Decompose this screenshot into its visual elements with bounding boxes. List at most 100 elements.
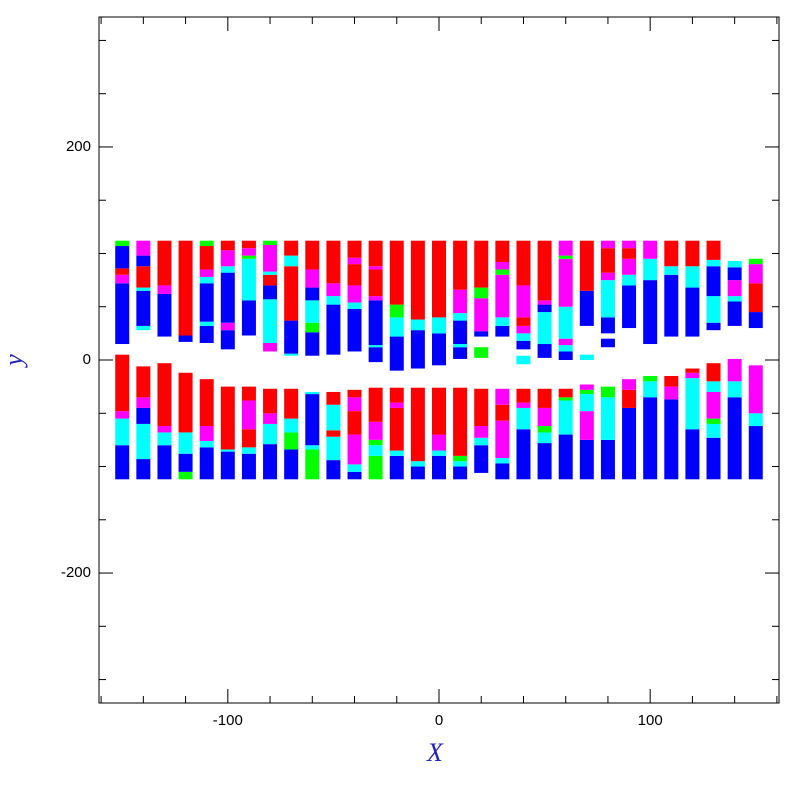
bar-segment <box>326 436 341 461</box>
bar-segment <box>368 296 383 301</box>
bar-segment <box>178 372 193 433</box>
bar-segment <box>516 325 531 334</box>
bar-segment <box>664 375 679 387</box>
bar-segment <box>115 283 130 345</box>
bar-segment <box>537 344 552 358</box>
bar-segment <box>263 244 278 272</box>
bar-segment <box>432 455 446 480</box>
bar-segment <box>241 258 256 301</box>
bar-segment <box>284 266 299 321</box>
bar-segment <box>558 351 573 360</box>
bar-segment <box>199 269 214 277</box>
bar-segment <box>284 418 299 433</box>
bar-segment <box>432 434 446 451</box>
bar-segment <box>368 445 383 456</box>
bar-segment <box>706 266 721 297</box>
bar-segment <box>748 312 763 329</box>
bar-segment <box>157 432 172 446</box>
bar-segment <box>263 423 278 445</box>
bar-segment <box>664 240 679 267</box>
bar-segment <box>305 391 320 395</box>
bar-segment <box>579 354 594 360</box>
bar-segment <box>220 240 235 251</box>
bar-segment <box>347 308 362 352</box>
bar-segment <box>136 423 151 460</box>
bar-segment <box>389 304 404 318</box>
bar-segment <box>453 461 468 467</box>
bar-segment <box>600 338 615 348</box>
bar-segment <box>474 347 489 358</box>
bar-segment <box>622 240 637 249</box>
bar-segment <box>685 266 700 288</box>
bar-segment <box>495 420 510 458</box>
bar-segment <box>622 407 637 480</box>
bar-segment <box>706 363 721 382</box>
bar-segment <box>241 248 256 256</box>
bar-segment <box>178 432 193 454</box>
bar-segment <box>326 283 341 297</box>
bar-segment <box>368 387 383 422</box>
bar-segment <box>199 276 214 284</box>
bar-segment <box>178 453 193 472</box>
bar-segment <box>263 388 278 414</box>
bar-segment <box>474 388 489 427</box>
bar-segment <box>389 455 404 480</box>
bar-segment <box>495 388 510 405</box>
bar-segment <box>706 381 721 392</box>
bar-segment <box>643 397 658 480</box>
bar-segment <box>579 411 594 440</box>
bar-segment <box>326 391 341 405</box>
bar-segment <box>284 432 299 450</box>
bar-segment <box>622 274 637 286</box>
bar-segment <box>537 388 552 408</box>
bar-segment <box>453 240 468 290</box>
bar-segment <box>220 272 235 323</box>
bar-segment <box>326 240 341 284</box>
bar-segment <box>115 418 130 446</box>
bar-segment <box>727 301 742 326</box>
bar-segment <box>537 300 552 305</box>
bar-segment <box>706 391 721 419</box>
bar-segment <box>748 264 763 284</box>
bar-segment <box>474 240 489 288</box>
bar-segment <box>115 411 130 419</box>
bar-segment <box>558 338 573 346</box>
bar-segment <box>157 426 172 433</box>
bar-segment <box>748 426 763 480</box>
bar-segment <box>326 404 341 431</box>
bar-segment <box>706 240 721 260</box>
bar-segment <box>368 439 383 446</box>
bar-segment <box>600 317 615 334</box>
bar-segment <box>453 289 468 314</box>
bar-segment <box>727 260 742 268</box>
bar-segment <box>410 319 425 331</box>
x-tick-label: 100 <box>638 712 663 729</box>
bar-segment <box>115 240 130 247</box>
bar-segment <box>157 240 172 286</box>
bar-segment <box>579 290 594 326</box>
bar-segment <box>347 285 362 303</box>
bar-segment <box>136 266 151 288</box>
bar-segment <box>537 304 552 313</box>
bar-segment <box>220 330 235 350</box>
bar-segment <box>326 304 341 355</box>
y-tick-label: -200 <box>61 564 91 581</box>
bar-segment <box>495 463 510 480</box>
bar-segment <box>199 246 214 270</box>
bar-segment <box>263 274 278 286</box>
bar-segment <box>706 418 721 424</box>
bar-segment <box>558 255 573 259</box>
bar-segment <box>748 365 763 414</box>
bar-segment <box>389 336 404 371</box>
bar-segment <box>241 400 256 430</box>
bar-segment <box>622 379 637 390</box>
bar-segment <box>706 296 721 323</box>
bar-segment <box>368 300 383 346</box>
x-axis-label: X <box>426 738 444 767</box>
bar-segment <box>263 299 278 343</box>
bar-segment <box>727 397 742 480</box>
bar-segment <box>706 259 721 267</box>
bar-segment <box>284 353 299 356</box>
bar-segment <box>305 445 320 450</box>
